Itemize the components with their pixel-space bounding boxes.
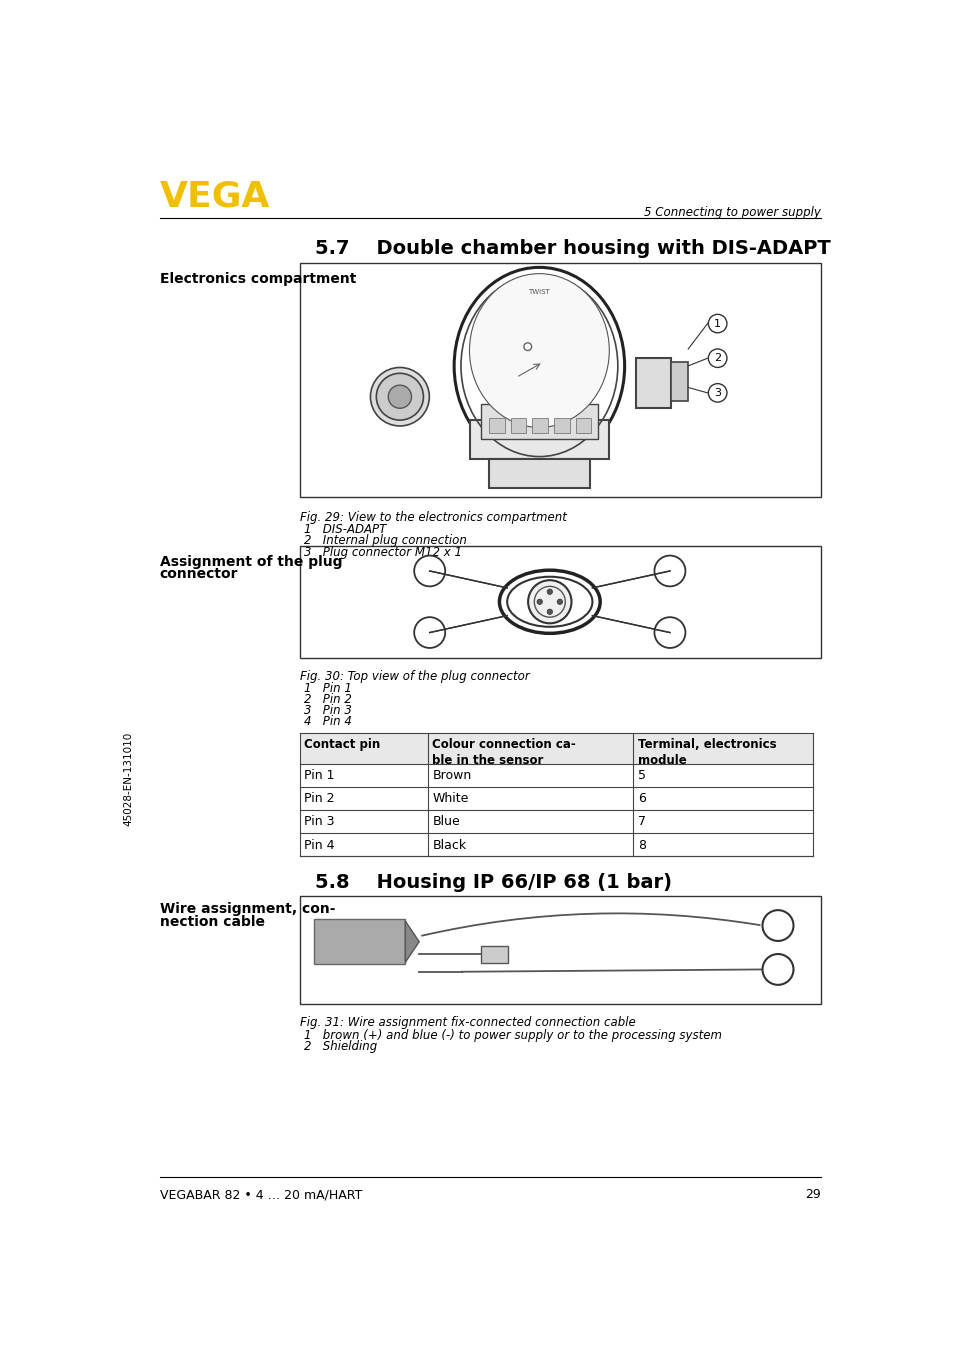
- Text: Wire assignment, con-: Wire assignment, con-: [159, 903, 335, 917]
- Ellipse shape: [469, 274, 609, 428]
- Circle shape: [414, 617, 445, 649]
- Text: 2   Internal plug connection: 2 Internal plug connection: [303, 535, 466, 547]
- Text: 4   Pin 4: 4 Pin 4: [303, 715, 352, 727]
- Text: Pin 1: Pin 1: [304, 769, 335, 783]
- Text: TWIST: TWIST: [528, 288, 550, 295]
- Text: 5.7    Double chamber housing with DIS-ADAPT: 5.7 Double chamber housing with DIS-ADAP…: [315, 240, 830, 259]
- Bar: [489, 459, 589, 487]
- Bar: [480, 405, 597, 439]
- Bar: [469, 420, 609, 459]
- Text: 1   Pin 1: 1 Pin 1: [303, 682, 352, 695]
- Circle shape: [761, 955, 793, 984]
- Bar: [299, 733, 812, 764]
- Circle shape: [546, 589, 552, 594]
- Text: Contact pin: Contact pin: [304, 738, 380, 750]
- Bar: [299, 263, 820, 497]
- Text: Fig. 31: Wire assignment fix-connected connection cable: Fig. 31: Wire assignment fix-connected c…: [299, 1017, 635, 1029]
- Text: 7: 7: [637, 815, 645, 829]
- Text: 3   Pin 3: 3 Pin 3: [303, 704, 352, 716]
- Text: Pin 3: Pin 3: [304, 815, 335, 829]
- Text: 8: 8: [637, 838, 645, 852]
- Text: 3   Plug connector M12 x 1: 3 Plug connector M12 x 1: [303, 546, 461, 559]
- Circle shape: [537, 598, 542, 604]
- Text: Blue: Blue: [432, 815, 459, 829]
- Text: 29: 29: [804, 1187, 820, 1201]
- Text: 45028-EN-131010: 45028-EN-131010: [124, 731, 133, 826]
- Bar: [489, 417, 504, 433]
- Text: 5 Connecting to power supply: 5 Connecting to power supply: [643, 206, 820, 218]
- Text: Pin 2: Pin 2: [304, 792, 335, 806]
- Text: Pin 4: Pin 4: [304, 838, 335, 852]
- Text: Fig. 30: Top view of the plug connector: Fig. 30: Top view of the plug connector: [299, 670, 529, 682]
- Text: 6: 6: [637, 792, 645, 806]
- Bar: [636, 359, 671, 409]
- Ellipse shape: [454, 267, 624, 464]
- Text: VEGA: VEGA: [159, 180, 270, 214]
- Circle shape: [370, 367, 429, 427]
- Bar: [554, 417, 569, 433]
- Circle shape: [707, 383, 726, 402]
- Text: Colour connection ca-
ble in the sensor: Colour connection ca- ble in the sensor: [432, 738, 576, 766]
- Text: 5: 5: [637, 769, 645, 783]
- Text: VEGABAR 82 • 4 … 20 mA/HART: VEGABAR 82 • 4 … 20 mA/HART: [159, 1187, 361, 1201]
- Circle shape: [707, 314, 726, 333]
- Text: 2   Shielding: 2 Shielding: [303, 1040, 376, 1052]
- Bar: [299, 546, 820, 658]
- Text: 1   DIS-ADAPT: 1 DIS-ADAPT: [303, 523, 386, 536]
- Polygon shape: [405, 921, 418, 963]
- Bar: [480, 946, 508, 963]
- Text: Terminal, electronics
module: Terminal, electronics module: [637, 738, 776, 766]
- Text: nection cable: nection cable: [159, 915, 264, 929]
- Text: Brown: Brown: [432, 769, 471, 783]
- Text: 2: 2: [714, 353, 720, 363]
- Ellipse shape: [499, 570, 599, 634]
- Bar: [532, 417, 547, 433]
- Text: Assignment of the plug: Assignment of the plug: [159, 555, 342, 569]
- Circle shape: [557, 598, 562, 604]
- Text: 2   Pin 2: 2 Pin 2: [303, 693, 352, 705]
- Circle shape: [654, 617, 684, 649]
- Bar: [576, 417, 591, 433]
- Text: 5.8    Housing IP 66/IP 68 (1 bar): 5.8 Housing IP 66/IP 68 (1 bar): [315, 873, 672, 892]
- Circle shape: [707, 349, 726, 367]
- Text: Black: Black: [432, 838, 466, 852]
- Circle shape: [414, 555, 445, 586]
- Circle shape: [375, 374, 423, 420]
- Text: White: White: [432, 792, 468, 806]
- Text: Electronics compartment: Electronics compartment: [159, 272, 355, 286]
- Circle shape: [388, 385, 411, 409]
- Text: 1   brown (+) and blue (-) to power supply or to the processing system: 1 brown (+) and blue (-) to power supply…: [303, 1029, 720, 1041]
- Circle shape: [528, 581, 571, 623]
- Text: 1: 1: [714, 318, 720, 329]
- Bar: [314, 919, 405, 964]
- Text: Fig. 29: View to the electronics compartment: Fig. 29: View to the electronics compart…: [299, 510, 566, 524]
- Bar: [510, 417, 526, 433]
- Text: 3: 3: [714, 387, 720, 398]
- Bar: [671, 362, 687, 401]
- Circle shape: [654, 555, 684, 586]
- Circle shape: [546, 609, 552, 615]
- Bar: [299, 896, 820, 1005]
- Circle shape: [761, 910, 793, 941]
- Text: connector: connector: [159, 567, 238, 581]
